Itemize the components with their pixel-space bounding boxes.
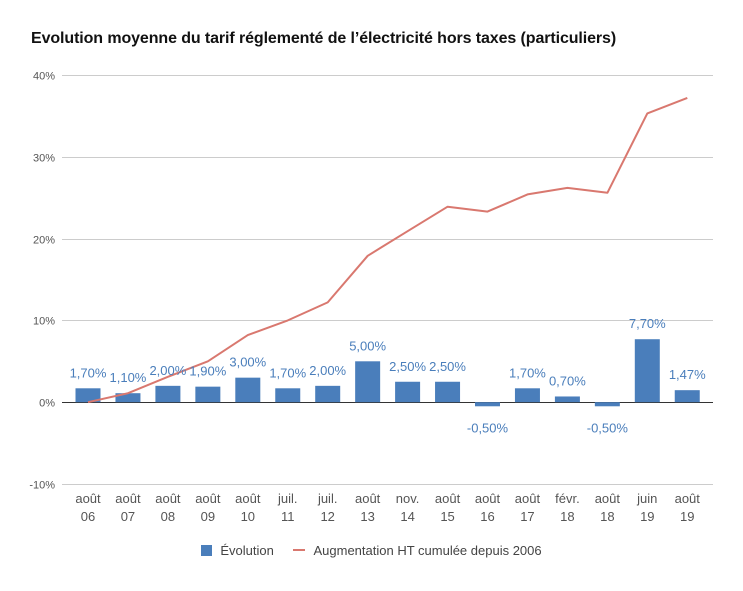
x-tick-label: août 06 — [75, 491, 101, 524]
y-tick-label: -10% — [29, 480, 55, 492]
x-tick-label: juil. 11 — [277, 491, 298, 524]
data-labels: 1,70% 1,10% 2,00% 1,90%3,00%1,70% 2,00%5,00%… — [70, 316, 707, 435]
legend-bar-swatch — [201, 544, 213, 556]
cumulative-line[interactable] — [87, 96, 688, 404]
legend-item-evolution[interactable]: Évolution — [201, 542, 274, 558]
data-label: -0,50% — [587, 420, 629, 435]
x-axis-ticks: août 06 août 07 août 08 août 09 août 10 juil. 11 jui… — [75, 491, 700, 524]
x-tick-label: août 13 — [355, 491, 381, 524]
data-label: 1,47% — [669, 367, 706, 382]
bar[interactable] — [634, 339, 660, 403]
data-label: 1,70% — [70, 365, 107, 380]
data-label: 3,00% — [229, 355, 266, 370]
line-series — [87, 96, 688, 404]
gridlines — [62, 75, 713, 485]
bar[interactable] — [355, 361, 381, 403]
y-tick-label: 10% — [33, 316, 55, 328]
bar[interactable] — [594, 402, 620, 407]
data-label: 2,00% — [149, 363, 186, 378]
x-tick-label: août 09 — [195, 491, 221, 524]
y-tick-label: 20% — [33, 235, 55, 247]
x-tick-label: août 10 — [235, 491, 261, 524]
data-label: 1,70% — [269, 365, 306, 380]
data-label: 1,70% — [509, 365, 546, 380]
data-label: 1,90% — [189, 364, 226, 379]
chart-title: Evolution moyenne du tarif réglementé de… — [31, 30, 617, 47]
bar[interactable] — [514, 388, 540, 403]
bar-series — [75, 339, 700, 407]
data-label: 1,10% — [110, 370, 147, 385]
legend-line-swatch — [293, 549, 306, 552]
bar[interactable] — [195, 386, 221, 403]
x-tick-label: juil. 12 — [317, 491, 338, 524]
x-tick-label: juin 19 — [636, 491, 657, 524]
legend-label-evolution: Évolution — [220, 542, 274, 558]
data-label: 2,50% — [389, 359, 426, 374]
x-tick-label: août 15 — [435, 491, 461, 524]
bar[interactable] — [395, 381, 421, 403]
x-tick-label: août 16 — [475, 491, 501, 524]
bar[interactable] — [475, 402, 500, 407]
legend-item-cumulative[interactable]: Augmentation HT cumulée depuis 2006 — [293, 542, 542, 558]
data-label: 2,00% — [309, 363, 346, 378]
bar[interactable] — [554, 396, 580, 403]
bar[interactable] — [115, 393, 141, 403]
data-label: 7,70% — [629, 316, 666, 331]
x-tick-label: févr. 18 — [555, 491, 580, 524]
bar[interactable] — [155, 385, 181, 403]
data-label: 0,70% — [549, 373, 586, 388]
legend-label-cumulative: Augmentation HT cumulée depuis 2006 — [313, 542, 542, 558]
bar[interactable] — [435, 381, 461, 403]
data-label: 2,50% — [429, 359, 466, 374]
y-tick-label: 0% — [39, 398, 55, 410]
x-tick-label: nov. 14 — [396, 491, 420, 524]
x-tick-label: août 07 — [115, 491, 141, 524]
x-tick-label: août 08 — [155, 491, 181, 524]
x-tick-label: août 18 — [595, 491, 621, 524]
bar[interactable] — [275, 388, 301, 403]
bar[interactable] — [75, 388, 101, 403]
bar[interactable] — [674, 390, 700, 403]
data-label: -0,50% — [467, 420, 509, 435]
y-tick-label: 30% — [33, 153, 55, 165]
y-axis-ticks: -10% 0% 10% 20% 30% 40% — [29, 71, 55, 492]
x-tick-label: août 19 — [675, 491, 701, 524]
data-label: 5,00% — [349, 338, 386, 353]
legend: Évolution Augmentation HT cumulée depuis… — [0, 541, 743, 558]
bar[interactable] — [315, 385, 341, 403]
y-tick-label: 40% — [33, 71, 55, 83]
bar[interactable] — [235, 377, 261, 403]
x-tick-label: août 17 — [515, 491, 541, 524]
